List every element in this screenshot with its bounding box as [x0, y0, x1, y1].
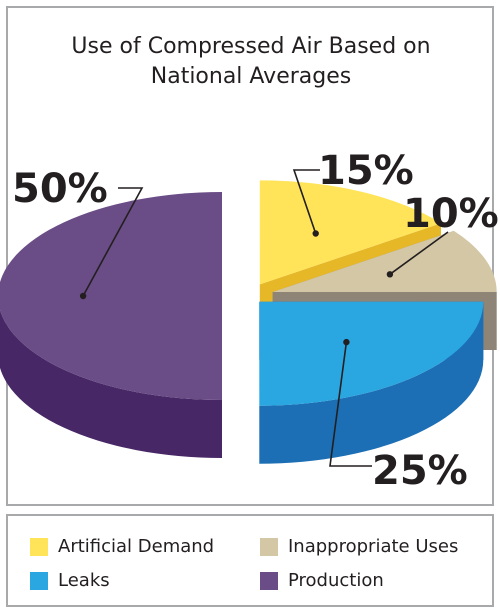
slice-inappropriate-uses: [272, 230, 497, 292]
legend-swatch-artificial-demand: [30, 537, 48, 556]
legend-swatch-production: [260, 571, 278, 590]
slice-wall-production: [0, 309, 222, 458]
legend-item-leaks: Leaks: [30, 570, 110, 591]
legend-item-artificial-demand: Artificial Demand: [30, 536, 214, 557]
slice-wall-leaks: [259, 301, 484, 464]
slice-labels: 15%10% 25% 50%: [12, 148, 499, 494]
legend-label-leaks: Leaks: [58, 570, 110, 591]
legend-label-artificial-demand: Artificial Demand: [58, 536, 215, 557]
slice-production: [0, 192, 222, 400]
leader-dot-leaks: [343, 338, 350, 346]
leader-line-inappropriate-uses: [389, 231, 449, 275]
slice-label-artificial-demand: 15%: [318, 148, 414, 194]
legend-item-production: Production: [260, 570, 384, 591]
legend-label-inappropriate-uses: Inappropriate Uses: [288, 536, 459, 557]
leader-dot-inappropriate-uses: [386, 271, 394, 278]
leader-line-artificial-demand: [292, 169, 320, 234]
legend-frame: [6, 514, 494, 607]
leader-dot-artificial-demand: [312, 230, 319, 237]
slice-artificial-demand: [259, 180, 441, 285]
leader-line-leaks: [329, 341, 372, 467]
legend-item-inappropriate-uses: Inappropriate Uses: [260, 536, 458, 557]
pie-chart: Use of Compressed Air Based on National …: [0, 34, 499, 494]
slice-label-leaks: 25%: [372, 448, 468, 494]
legend-label-production: Production: [288, 570, 384, 591]
slice-label-production: 50%: [12, 166, 108, 212]
chart-title-line-2: National Averages: [151, 64, 351, 89]
slice-leaks: [259, 301, 484, 406]
leader-line-production: [82, 187, 144, 297]
legend-swatch-inappropriate-uses: [260, 537, 278, 556]
leader-dot-production: [79, 292, 87, 300]
slice-side-production: [0, 309, 222, 458]
pie-slices: [0, 180, 497, 464]
slice-label-inappropriate-uses: 10%: [403, 191, 499, 237]
chart-title-line-1: Use of Compressed Air Based on: [71, 34, 430, 59]
legend-swatch-leaks: [30, 571, 48, 590]
